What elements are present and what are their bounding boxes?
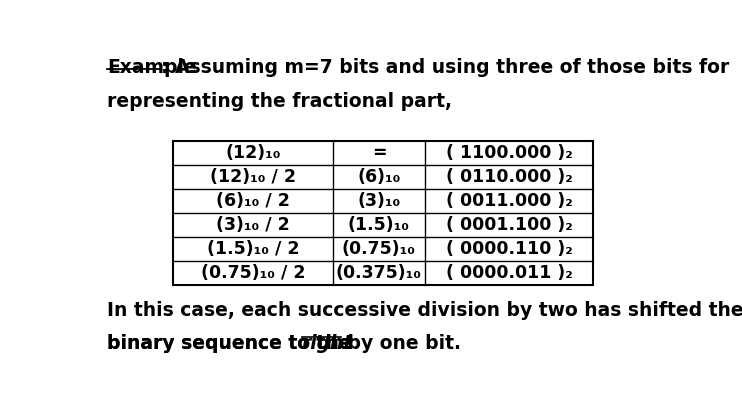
Text: =: =	[372, 144, 387, 162]
Text: ( 0110.000 )₂: ( 0110.000 )₂	[446, 168, 573, 186]
Text: ( 0011.000 )₂: ( 0011.000 )₂	[446, 192, 573, 210]
Text: binary sequence to the: binary sequence to the	[107, 334, 358, 353]
Text: (1.5)₁₀ / 2: (1.5)₁₀ / 2	[207, 240, 299, 258]
Text: ( 0000.011 )₂: ( 0000.011 )₂	[446, 264, 573, 282]
Text: (0.75)₁₀: (0.75)₁₀	[342, 240, 416, 258]
Text: (1.5)₁₀: (1.5)₁₀	[348, 216, 410, 234]
Text: by one bit.: by one bit.	[341, 334, 462, 353]
Text: Example: Example	[107, 59, 197, 78]
Text: ( 0001.100 )₂: ( 0001.100 )₂	[446, 216, 573, 234]
Text: (12)₁₀: (12)₁₀	[226, 144, 280, 162]
Text: binary sequence to the: binary sequence to the	[107, 334, 358, 353]
Text: (0.75)₁₀ / 2: (0.75)₁₀ / 2	[201, 264, 305, 282]
Text: (12)₁₀ / 2: (12)₁₀ / 2	[210, 168, 296, 186]
Text: : Assuming m=7 bits and using three of those bits for: : Assuming m=7 bits and using three of t…	[161, 59, 729, 78]
Text: (3)₁₀ / 2: (3)₁₀ / 2	[216, 216, 290, 234]
Text: In this case, each successive division by two has shifted the: In this case, each successive division b…	[107, 300, 742, 320]
Text: (0.375)₁₀: (0.375)₁₀	[336, 264, 422, 282]
Text: (6)₁₀: (6)₁₀	[357, 168, 401, 186]
Text: (6)₁₀ / 2: (6)₁₀ / 2	[216, 192, 290, 210]
Text: representing the fractional part,: representing the fractional part,	[107, 92, 452, 111]
Text: right: right	[302, 334, 353, 353]
Text: ( 0000.110 )₂: ( 0000.110 )₂	[446, 240, 573, 258]
Text: (3)₁₀: (3)₁₀	[358, 192, 401, 210]
Text: ( 1100.000 )₂: ( 1100.000 )₂	[446, 144, 573, 162]
